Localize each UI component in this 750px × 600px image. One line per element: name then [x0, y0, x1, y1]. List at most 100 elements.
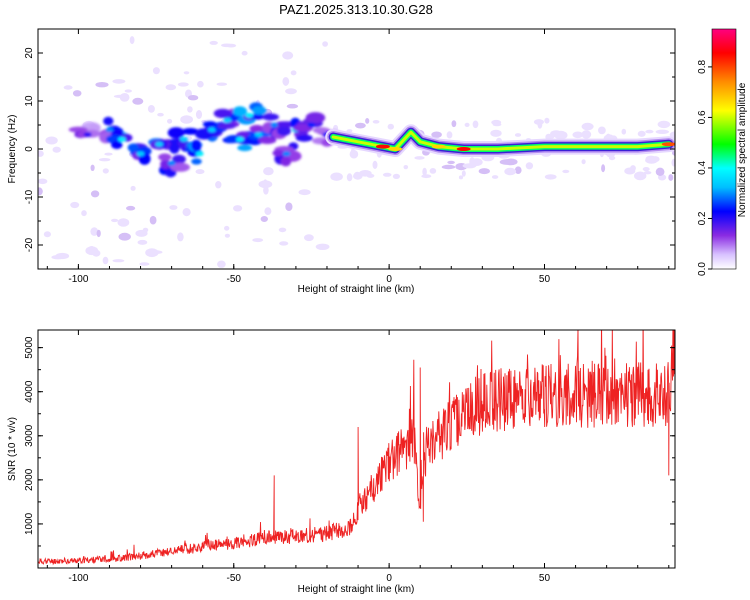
spectrogram-blob	[232, 102, 267, 125]
speckle-mark	[209, 40, 218, 45]
speckle-mark	[499, 159, 514, 165]
speckle-mark	[167, 118, 173, 124]
spectrogram-blob	[158, 153, 191, 178]
ridge-peak	[388, 147, 403, 151]
speckle-mark	[624, 167, 636, 175]
speckle-mark	[441, 164, 456, 170]
snr-series	[38, 330, 675, 566]
speckle-mark	[132, 97, 144, 105]
speckle-mark	[72, 90, 82, 97]
speckle-mark	[117, 218, 130, 227]
speckle-mark	[349, 149, 359, 159]
speckle-mark	[581, 159, 586, 165]
speckle-mark	[414, 156, 425, 160]
spectrogram-blob	[148, 138, 176, 150]
speckle-mark	[258, 180, 273, 189]
speckle-mark	[514, 133, 522, 137]
speckle-mark	[43, 231, 52, 238]
speckle-mark	[90, 190, 100, 198]
speckle-mark	[260, 216, 268, 222]
spectrogram-ytick-label: -10	[24, 189, 35, 204]
speckle-mark	[81, 210, 87, 217]
speckle-mark	[429, 168, 437, 174]
speckle-mark	[45, 136, 58, 145]
speckle-mark	[544, 174, 557, 180]
speckle-mark	[282, 51, 294, 60]
speckle-mark	[458, 175, 464, 180]
speckle-mark	[290, 70, 297, 76]
speckle-mark	[382, 172, 392, 177]
speckle-mark	[403, 165, 409, 170]
speckle-mark	[504, 167, 517, 176]
speckle-mark	[554, 130, 568, 140]
speckle-mark	[451, 120, 457, 128]
blob-part	[249, 124, 264, 133]
speckle-mark	[446, 131, 453, 139]
speckle-mark	[130, 185, 136, 191]
blob-part	[295, 134, 313, 142]
speckle-mark	[279, 241, 289, 246]
ridge-peak	[375, 144, 390, 149]
speckle-mark	[216, 82, 228, 86]
spectrogram-ytick-label: 20	[24, 47, 35, 59]
speckle-mark	[85, 246, 99, 256]
speckle-mark	[472, 120, 479, 129]
snr-ylabel: SNR (10 * v/v)	[7, 417, 18, 481]
speckle-mark	[550, 132, 555, 139]
ridge-peak	[661, 142, 675, 147]
spectrogram-blob	[262, 113, 292, 140]
blob-part	[160, 159, 171, 170]
blob-part	[190, 139, 202, 152]
speckle-mark	[642, 167, 650, 172]
speckle-mark	[572, 131, 584, 139]
speckle-mark	[387, 123, 394, 130]
speckle-mark	[52, 146, 61, 153]
speckle-mark	[102, 256, 109, 265]
blob-part	[272, 149, 285, 157]
speckle-mark	[38, 178, 48, 185]
speckle-mark	[149, 250, 163, 255]
speckle-mark	[464, 122, 470, 127]
speckle-mark	[286, 103, 299, 109]
spectrogram-blobs	[68, 102, 341, 178]
speckle-mark	[224, 233, 230, 238]
blob-part	[103, 116, 114, 126]
speckle-mark	[491, 175, 499, 179]
speckle-mark	[98, 158, 111, 162]
speckle-mark	[129, 36, 135, 45]
spectrogram-blob	[185, 139, 204, 165]
blob-part	[217, 122, 236, 130]
blob-core	[223, 117, 232, 123]
blob-core	[105, 127, 114, 133]
blob-core	[245, 112, 254, 118]
blob-part	[258, 136, 277, 144]
speckle-mark	[621, 128, 627, 135]
speckle-mark	[637, 130, 646, 137]
spectrogram-image	[38, 36, 681, 268]
speckle-mark	[298, 189, 311, 196]
speckle-mark	[353, 172, 363, 180]
speckle-mark	[525, 162, 534, 170]
blob-core	[117, 136, 126, 142]
speckle-mark	[562, 169, 570, 174]
speckle-mark	[139, 262, 150, 266]
speckle-mark	[478, 168, 490, 175]
colorbar-tick-label: 0.4	[697, 161, 708, 175]
speckle-mark	[675, 136, 681, 143]
snr-ytick-label: 4000	[24, 380, 35, 403]
speckle-mark	[118, 232, 131, 241]
blob-part	[191, 158, 202, 165]
speckle-mark	[182, 208, 191, 217]
spectrogram-blob	[68, 122, 101, 139]
speckle-mark	[285, 88, 297, 95]
snr-xtick-label: -100	[68, 573, 88, 584]
speckle-mark	[126, 205, 136, 211]
ridge-peak	[456, 147, 471, 151]
speckle-mark	[252, 238, 264, 243]
speckle-mark	[137, 239, 148, 245]
speckle-mark	[177, 82, 189, 87]
speckle-mark	[112, 79, 126, 84]
speckle-mark	[38, 150, 44, 157]
snr-axes: -100 -50 0 50 1000 2000 3000 4000 5000	[24, 330, 675, 584]
blob-core	[282, 151, 291, 157]
